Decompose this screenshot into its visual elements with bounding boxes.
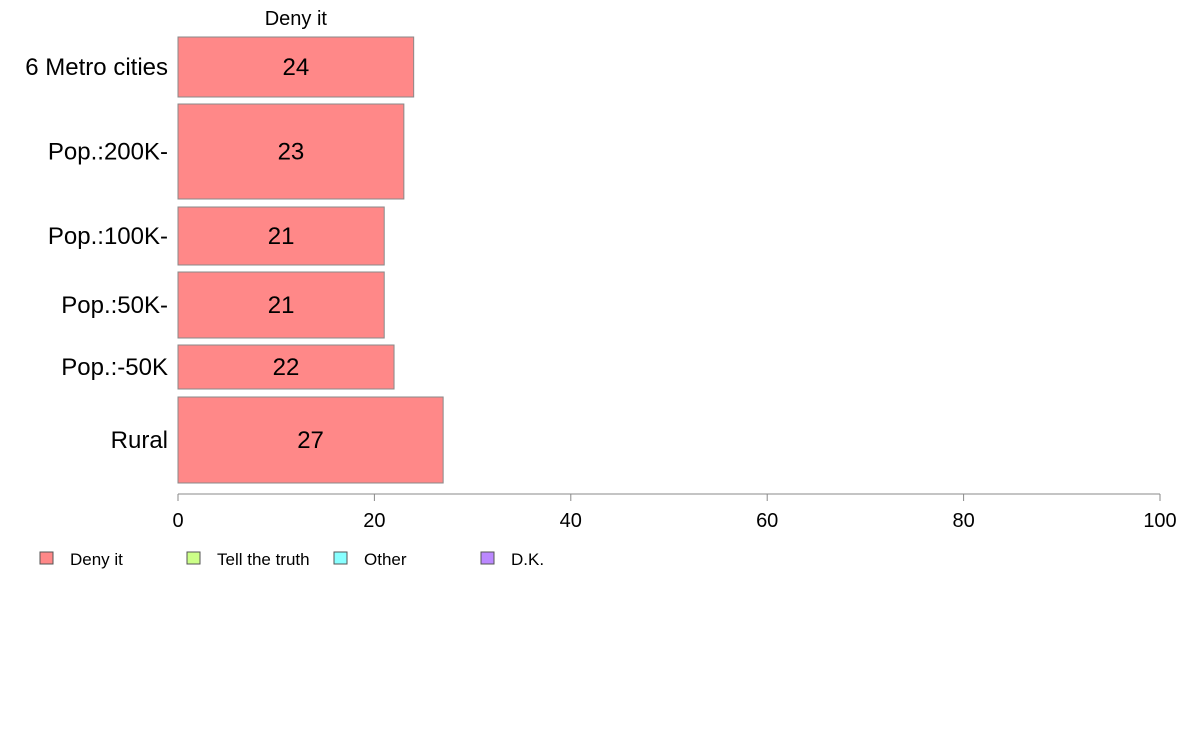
x-tick-label: 60 [756, 510, 778, 532]
legend: Deny it Tell the truth Other D.K. [39, 550, 544, 569]
bar-3-0 [177, 271, 385, 339]
bar-value-label: 22 [273, 354, 300, 381]
x-tick-label: 100 [1143, 510, 1176, 532]
legend-label: Tell the truth [217, 550, 310, 569]
category-label: 6 Metro cities [25, 54, 168, 81]
bar-2-0 [177, 206, 385, 266]
x-axis: 0 20 40 60 80 100 [172, 493, 1177, 532]
category-label: Pop.:50K- [61, 292, 168, 319]
category-label: Pop.:200K- [48, 139, 168, 166]
legend-swatch [480, 551, 495, 565]
category-labels: 6 Metro cities Pop.:200K- Pop.:100K- Pop.:5… [25, 54, 168, 454]
bar-value-label: 23 [278, 139, 305, 166]
bar-4-0 [177, 344, 395, 390]
category-label: Pop.:-50K [61, 354, 168, 381]
bar-value-label: 27 [297, 427, 324, 454]
legend-swatch [186, 551, 201, 565]
legend-label: Deny it [70, 550, 123, 569]
legend-swatch [333, 551, 348, 565]
segment-title: Deny it [265, 8, 328, 30]
x-tick-label: 0 [172, 510, 183, 532]
bar-value-label: 24 [282, 54, 309, 81]
category-label: Rural [111, 427, 168, 454]
bar-0-0 [177, 36, 415, 98]
x-tick-label: 80 [952, 510, 974, 532]
series-title-layer: Deny it [265, 8, 328, 30]
x-tick-label: 40 [560, 510, 582, 532]
bars-layer: 24 23 21 21 22 27 [177, 36, 444, 484]
legend-label: Other [364, 550, 407, 569]
bar-1-0 [177, 103, 405, 200]
x-tick-label: 20 [363, 510, 385, 532]
legend-swatch [39, 551, 54, 565]
bar-5-0 [177, 396, 444, 484]
category-label: Pop.:100K- [48, 223, 168, 250]
bar-value-label: 21 [268, 223, 295, 250]
legend-label: D.K. [511, 550, 544, 569]
bar-value-label: 21 [268, 292, 295, 319]
